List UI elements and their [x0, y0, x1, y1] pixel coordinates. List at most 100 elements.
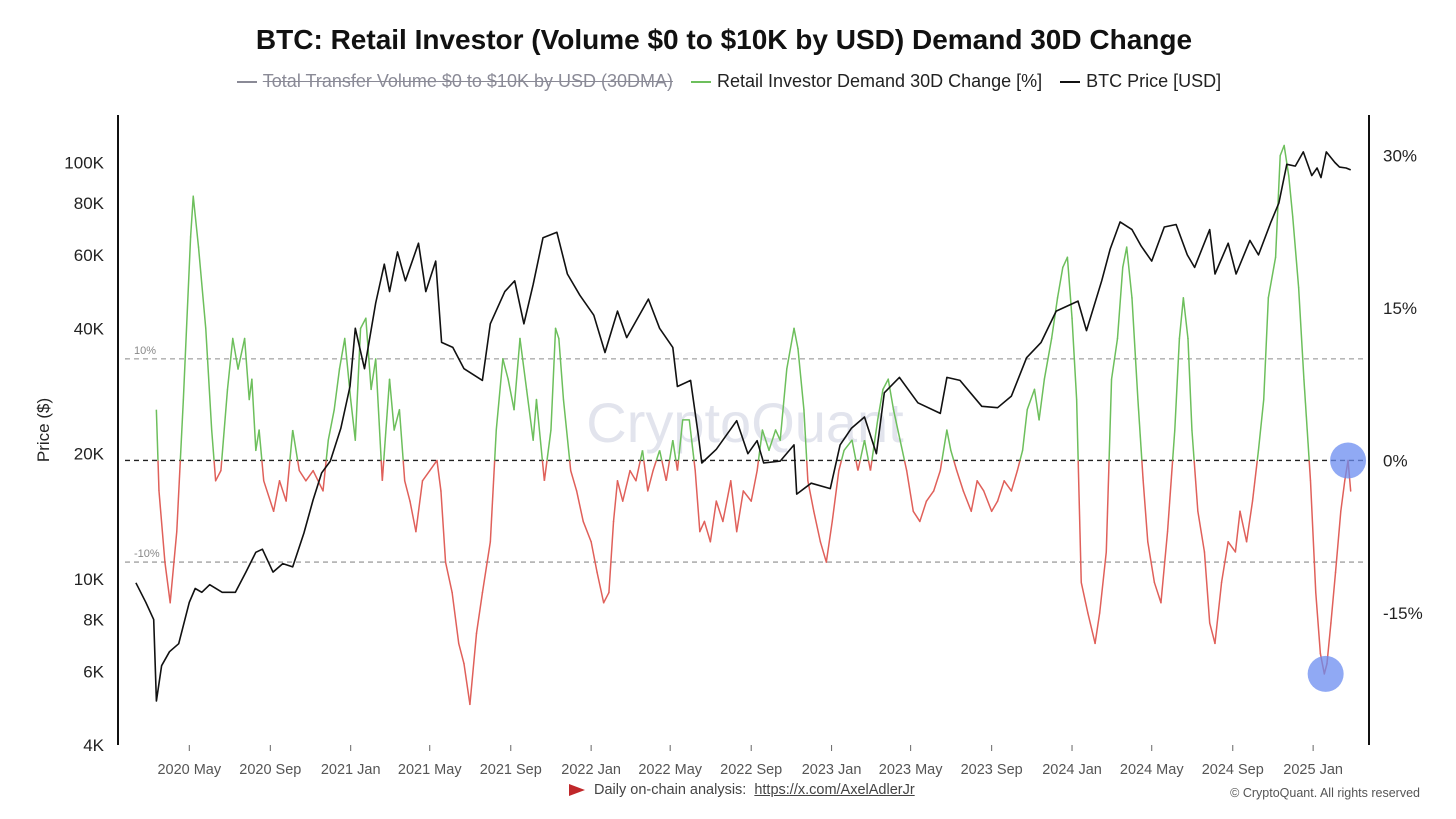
legend-item-total-transfer-volume[interactable]: Total Transfer Volume $0 to $10K by USD … — [236, 71, 673, 92]
demand-segment — [1019, 450, 1024, 461]
demand-segment — [735, 490, 745, 533]
demand-segment — [1208, 622, 1216, 645]
demand-segment — [481, 541, 492, 594]
demand-segment — [1147, 541, 1156, 584]
demand-segment — [1141, 460, 1144, 481]
demand-segment — [912, 510, 921, 523]
demand-segment — [1308, 460, 1312, 481]
y-tick-label: 80K — [74, 194, 105, 213]
demand-segment — [1309, 480, 1317, 594]
legend: Total Transfer Volume $0 to $10K by USD … — [0, 71, 1456, 92]
demand-segment — [370, 358, 377, 391]
demand-segment — [457, 642, 465, 665]
demand-segment — [1116, 266, 1124, 340]
demand-segment — [693, 460, 696, 471]
demand-segment — [590, 541, 598, 574]
demand-segment — [421, 469, 431, 482]
demand-segment — [451, 591, 460, 645]
demand-segment — [189, 195, 194, 238]
demand-segment — [327, 408, 335, 441]
demand-segment — [325, 440, 330, 461]
x-tick-label: 2022 May — [638, 762, 702, 778]
x-tick-label: 2021 Jan — [321, 762, 381, 778]
demand-segment — [232, 337, 239, 370]
demand-segment — [383, 379, 391, 461]
demand-segment — [388, 378, 395, 431]
demand-segment — [970, 480, 978, 513]
footer-url-link[interactable]: https://x.com/AxelAdlerJr — [754, 782, 915, 798]
demand-segment — [953, 460, 958, 471]
demand-segment — [255, 429, 260, 452]
demand-segment — [1220, 541, 1229, 584]
demand-segment — [672, 440, 677, 461]
demand-segment — [1110, 337, 1119, 380]
y-tick-label: 4K — [83, 736, 104, 755]
highlight-circle — [1307, 655, 1344, 692]
demand-segment — [1251, 460, 1259, 502]
demand-segment — [955, 469, 965, 492]
demand-segment — [543, 460, 548, 481]
demand-segment — [322, 460, 327, 492]
legend-item-retail-demand[interactable]: Retail Investor Demand 30D Change [%] — [690, 71, 1042, 92]
y-tick-label: 20K — [74, 445, 105, 464]
demand-segment — [750, 469, 758, 502]
demand-segment — [843, 439, 853, 452]
demand-segment — [859, 440, 866, 461]
demand-segment — [786, 327, 795, 370]
demand-segment — [925, 490, 935, 502]
demand-segment — [541, 460, 546, 481]
demand-segment — [489, 460, 496, 542]
demand-segment — [876, 388, 884, 421]
demand-segment — [197, 246, 207, 330]
copyright: © CryptoQuant. All rights reserved — [1230, 786, 1420, 800]
demand-segment — [226, 337, 234, 391]
demand-segment — [1077, 460, 1082, 583]
demand-segment — [562, 399, 571, 461]
demand-segment — [1010, 469, 1019, 492]
demand-segment — [616, 480, 624, 502]
x-tick-label: 2020 May — [157, 762, 221, 778]
demand-segment — [1187, 337, 1193, 431]
demand-segment — [333, 368, 341, 411]
demand-segment — [495, 358, 504, 431]
demand-segment — [169, 530, 178, 604]
y2-tick-label: -15% — [1383, 604, 1423, 623]
x-tick-label: 2024 May — [1120, 762, 1184, 778]
legend-item-btc-price[interactable]: BTC Price [USD] — [1060, 71, 1221, 92]
demand-segment — [647, 469, 654, 492]
demand-segment — [210, 429, 215, 461]
x-tick-label: 2023 May — [879, 762, 943, 778]
demand-segment — [962, 490, 972, 513]
demand-segment — [1245, 500, 1254, 543]
demand-segment — [756, 460, 760, 471]
demand-segment — [761, 429, 770, 452]
demand-segment — [1330, 571, 1337, 624]
demand-segment — [546, 429, 552, 461]
reference-line-label: 10% — [134, 345, 156, 357]
demand-segment — [709, 500, 718, 543]
demand-segment — [289, 429, 294, 461]
x-tick-label: 2022 Jan — [561, 762, 621, 778]
demand-segment — [291, 429, 299, 461]
demand-segment — [1080, 581, 1089, 614]
demand-segment — [652, 460, 658, 471]
demand-segment — [768, 429, 777, 452]
demand-segment — [296, 460, 301, 471]
axes: Price ($) 4K 6K 8K 10K 20K 40K 60K 80K 100K 30% 15… — [34, 115, 1423, 778]
demand-segment — [1283, 144, 1290, 177]
demand-segment — [1137, 399, 1143, 461]
demand-segment — [805, 460, 809, 481]
demand-segment — [1153, 581, 1162, 604]
legend-swatch-green — [690, 80, 711, 83]
demand-segment — [519, 337, 528, 391]
demand-segment — [220, 389, 229, 461]
legend-label: Total Transfer Volume $0 to $10K by USD … — [262, 71, 673, 91]
demand-segment — [892, 408, 901, 441]
demand-segment — [608, 520, 615, 594]
footer-prefix: Daily on-chain analysis: — [594, 782, 747, 798]
demand-segment — [349, 398, 357, 441]
demand-segment — [676, 460, 680, 471]
demand-segment — [946, 429, 952, 452]
demand-segment — [899, 440, 906, 461]
